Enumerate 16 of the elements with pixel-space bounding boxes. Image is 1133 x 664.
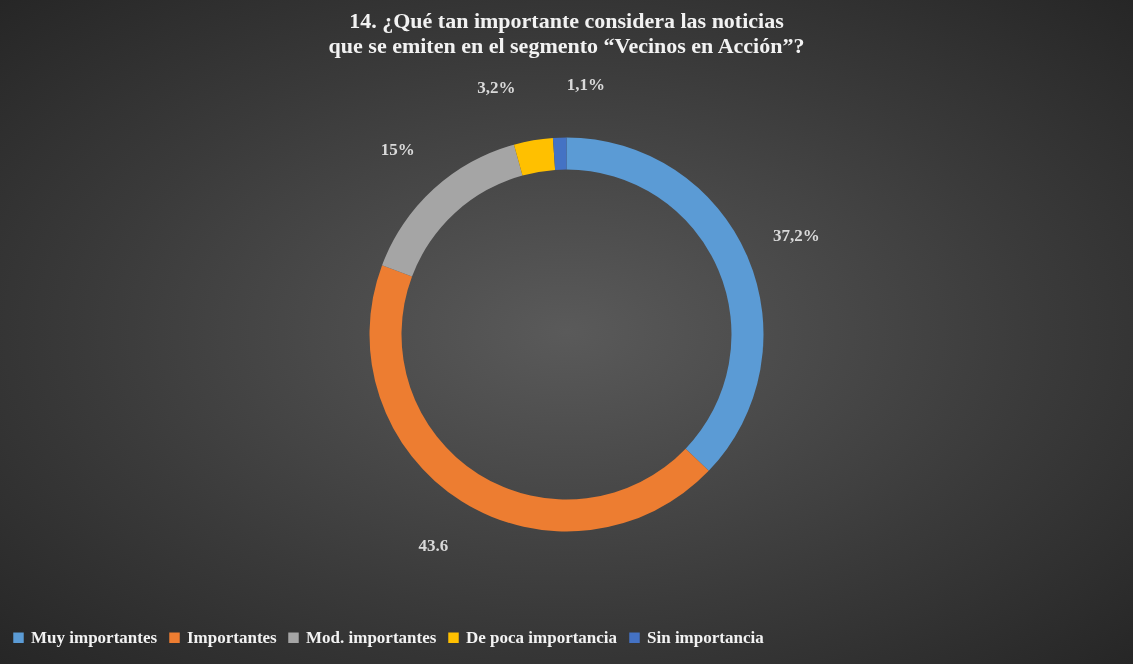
data-label: 37,2% bbox=[773, 226, 820, 246]
data-label: 15% bbox=[380, 140, 415, 159]
data-label: 43.6 bbox=[418, 536, 449, 556]
legend-label: Sin importancia bbox=[647, 627, 765, 647]
donut-slice bbox=[382, 144, 523, 277]
donut-slice bbox=[552, 137, 567, 170]
legend-label: Importantes bbox=[187, 627, 278, 647]
donut-slice bbox=[566, 137, 764, 471]
donut-slice bbox=[369, 265, 709, 532]
legend-label: De poca importancia bbox=[466, 627, 618, 647]
donut-slice bbox=[513, 137, 556, 176]
data-label: 3,2% bbox=[477, 78, 516, 98]
legend-label: Muy importantes bbox=[31, 627, 158, 647]
legend-label: Mod. importantes bbox=[306, 627, 437, 647]
chart-title: 14. ¿Qué tan importante considera las noticias que se emiten en el segmento “Vecinos en Acción”? bbox=[328, 8, 805, 58]
data-label: 1,1% bbox=[566, 74, 605, 94]
